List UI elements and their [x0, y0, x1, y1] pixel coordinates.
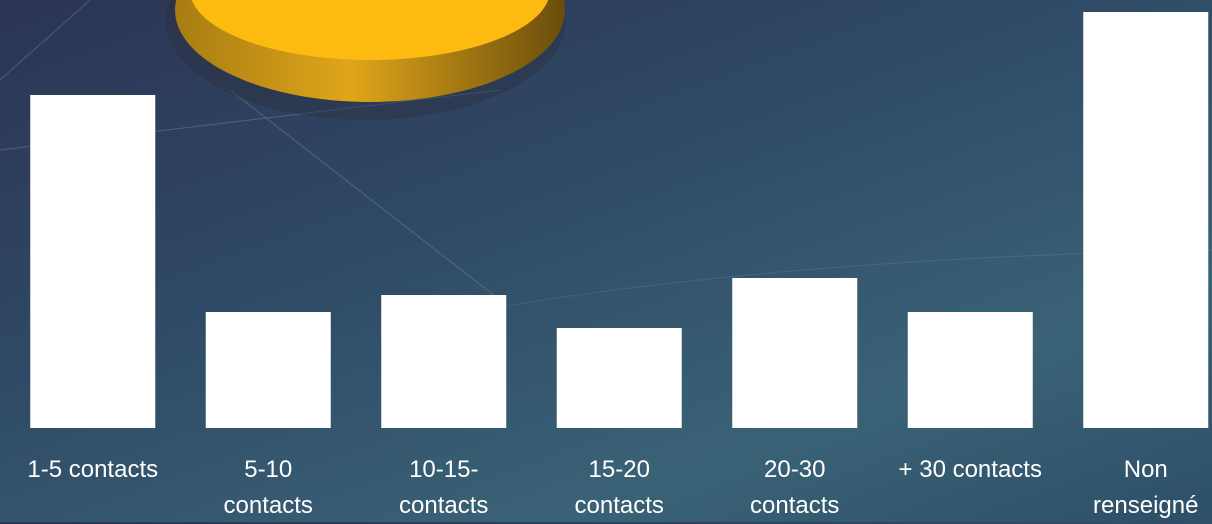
bar — [381, 295, 506, 428]
page: (() => { const data = JSON.parse(documen… — [0, 0, 1212, 522]
x-tick-label: 20-30 contacts — [740, 452, 850, 524]
x-tick-label: 10-15-contacts — [389, 452, 499, 524]
bar — [206, 312, 331, 428]
bar — [908, 312, 1033, 428]
x-tick-label: 1-5 contacts — [3, 452, 183, 488]
x-tick-label: + 30 contacts — [880, 452, 1060, 488]
bar — [732, 278, 857, 428]
bar — [1083, 12, 1208, 428]
bar — [557, 328, 682, 428]
x-tick-label: 5-10 contacts — [213, 452, 323, 524]
x-tick-label: 15-20 contacts — [564, 452, 674, 524]
chart — [0, 0, 1212, 522]
x-tick-label: Non renseigné — [1091, 452, 1201, 524]
bar — [30, 95, 155, 428]
